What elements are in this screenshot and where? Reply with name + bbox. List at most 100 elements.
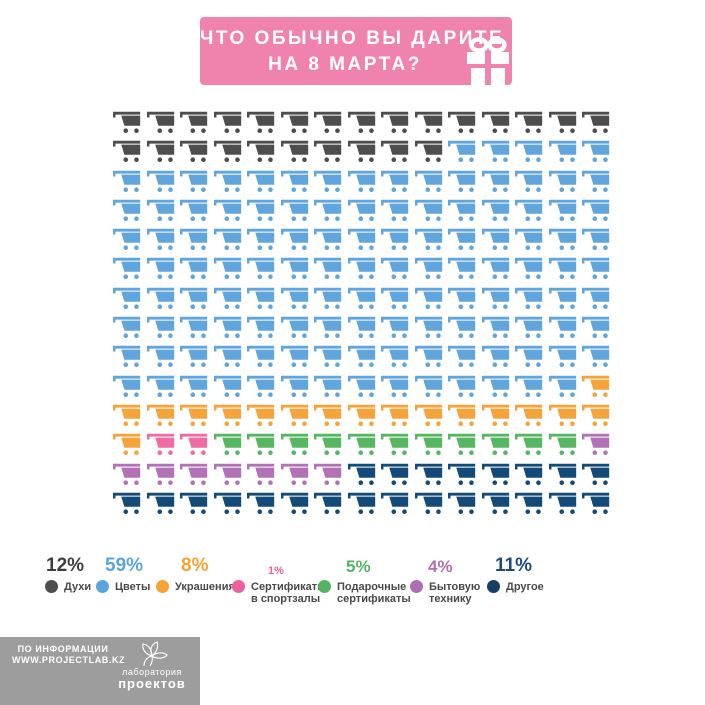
cart-cell [548,256,583,285]
shopping-cart-icon [582,316,610,339]
shopping-cart-icon [213,375,241,397]
shopping-cart-icon [548,228,576,251]
shopping-cart-icon [347,492,375,514]
cart-cell [515,462,549,491]
shopping-cart-icon [481,346,509,368]
shopping-cart-icon [582,375,610,397]
shopping-cart-icon [381,111,409,134]
cart-cell [582,432,616,461]
source-line1: ПО ИНФОРМАЦИИ [17,644,109,654]
cart-cell [247,344,281,373]
shopping-cart-icon [247,170,275,192]
shopping-cart-icon [414,316,442,339]
cart-cell [314,462,348,491]
shopping-cart-icon [414,258,442,280]
cart-cell [213,256,248,285]
shopping-cart-icon [347,287,375,309]
legend-label: Цветы [115,581,151,593]
cart-cell [414,491,449,520]
shopping-cart-icon [548,316,576,339]
shopping-cart-icon [314,346,342,368]
projectlab-logo: лаборатория проектов [112,641,192,690]
shopping-cart-icon [582,258,610,280]
shopping-cart-icon [381,228,409,251]
shopping-cart-icon [247,463,275,485]
shopping-cart-icon [448,170,476,192]
cart-cell [180,374,214,403]
shopping-cart-icon [414,199,442,221]
legend-label: Духи [64,581,92,593]
cart-cell [247,139,281,168]
legend-percent: 12% [46,555,85,576]
shopping-cart-icon [247,228,275,251]
cart-cell [146,286,181,315]
cart-cell [347,432,382,461]
shopping-cart-icon [113,404,141,427]
shopping-cart-icon [213,434,241,456]
shopping-cart-icon [414,141,442,163]
shopping-cart-icon [180,199,208,221]
cart-cell [515,374,549,403]
cart-cell [481,110,516,139]
shopping-cart-icon [548,141,576,163]
shopping-cart-icon [381,463,409,485]
cart-cell [381,198,415,227]
shopping-cart-icon [515,258,543,280]
cart-cell [448,315,482,344]
shopping-cart-icon [347,111,375,134]
shopping-cart-icon [113,170,141,192]
shopping-cart-icon [414,492,442,514]
shopping-cart-icon [414,404,442,427]
legend-label: Другое [506,581,544,593]
cart-cell [180,315,214,344]
shopping-cart-icon [213,228,241,251]
shopping-cart-icon [548,463,576,485]
shopping-cart-icon [582,346,610,368]
legend-item: 12% Духи [45,554,91,593]
shopping-cart-icon [113,346,141,368]
shopping-cart-icon [213,463,241,485]
shopping-cart-icon [113,434,141,456]
cart-cell [213,110,248,139]
cart-cell [314,139,348,168]
cart-cell [146,491,181,520]
shopping-cart-icon [448,492,476,514]
cart-cell [381,315,415,344]
cart-cell [213,374,248,403]
shopping-cart-icon [548,111,576,134]
cart-cell [381,227,415,256]
cart-cell [180,462,214,491]
shopping-cart-icon [146,228,174,251]
shopping-cart-icon [280,287,308,309]
shopping-cart-icon [280,404,308,427]
shopping-cart-icon [213,170,241,192]
cart-cell [548,198,583,227]
cart-cell [113,315,147,344]
shopping-cart-icon [414,375,442,397]
cart-cell [146,169,181,198]
cart-cell [314,256,348,285]
cart-cell [113,227,147,256]
shopping-cart-icon [481,170,509,192]
cart-cell [582,198,616,227]
shopping-cart-icon [180,141,208,163]
shopping-cart-icon [481,111,509,134]
shopping-cart-icon [347,141,375,163]
cart-cell [314,432,348,461]
cart-cell [280,432,315,461]
cart-cell [213,198,248,227]
shopping-cart-icon [582,141,610,163]
shopping-cart-icon [414,170,442,192]
shopping-cart-icon [113,287,141,309]
shopping-cart-icon [113,463,141,485]
shopping-cart-icon [414,287,442,309]
cart-cell [213,227,248,256]
shopping-cart-icon [146,199,174,221]
cart-cell [280,110,315,139]
cart-cell [213,491,248,520]
legend-percent: 5% [346,557,371,576]
cart-cell [347,286,382,315]
cart-cell [347,462,382,491]
shopping-cart-icon [548,258,576,280]
cart-cell [280,139,315,168]
